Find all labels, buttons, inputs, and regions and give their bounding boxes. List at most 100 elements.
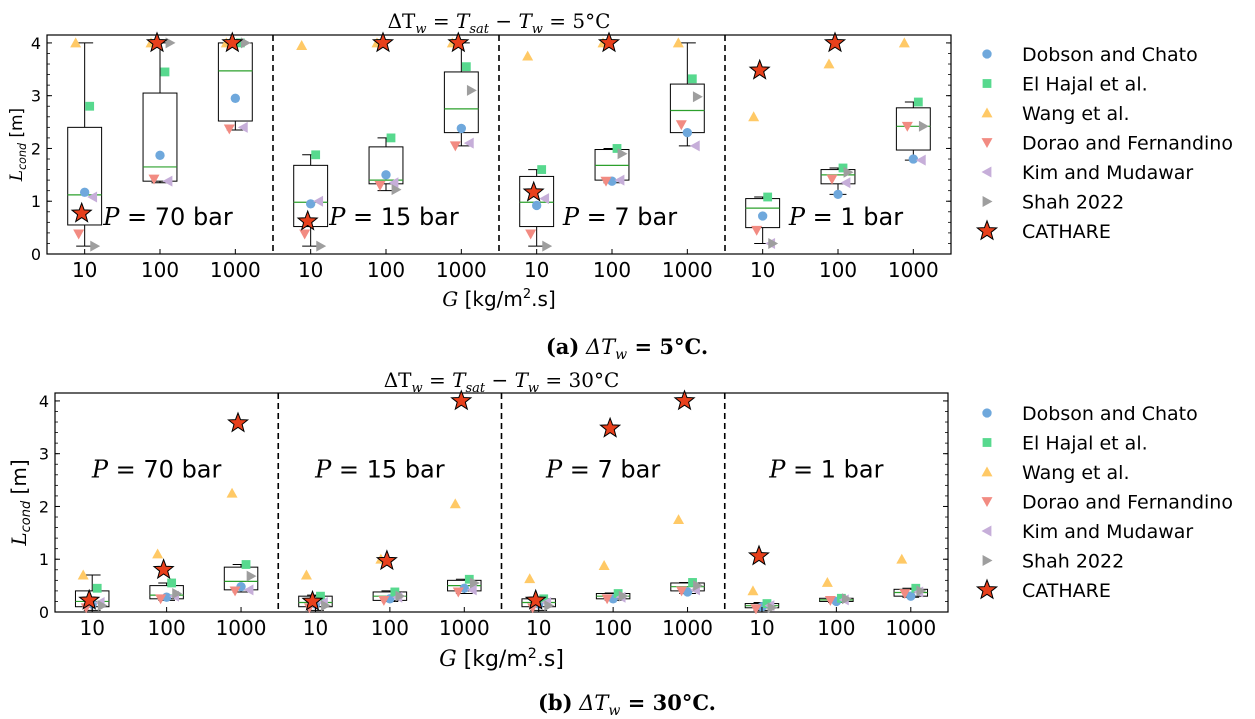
point-el-hajal-et-al- <box>235 38 245 48</box>
legend-label: El Hajal et al. <box>1022 433 1148 455</box>
pressure-value: = 70 bar <box>108 455 221 483</box>
legend: Dobson and Chato El Hajal et al. Wang et a… <box>975 403 1233 602</box>
x-tick-label: 1000 <box>216 616 267 640</box>
legend-label: Kim and Mudawar <box>1022 162 1193 184</box>
pressure-value: = 70 bar <box>119 203 232 231</box>
caption-sub: w <box>615 347 627 363</box>
caption-end: = 5°C. <box>627 334 708 359</box>
point-shah-2022 <box>768 237 779 249</box>
box-g100-p70 <box>149 548 184 605</box>
y-tick-label: 4 <box>39 392 49 411</box>
y-tick-label: 4 <box>31 34 41 53</box>
pressure-symbol: P <box>314 455 332 483</box>
y-axis-label: Lcond [m] <box>7 459 34 546</box>
box-g100-p70 <box>142 31 178 187</box>
pressure-value: = 7 bar <box>562 455 660 483</box>
point-kim-and-mudawar <box>614 174 625 186</box>
box-body <box>67 126 103 226</box>
y-tick-label: 1 <box>31 192 41 211</box>
caption-end: = 30°C. <box>620 690 716 715</box>
legend-marker-dorao-and-fernandino <box>981 497 993 507</box>
legend-label: Wang et al. <box>1022 103 1130 125</box>
point-wang-et-al- <box>748 111 760 122</box>
point-wang-et-al- <box>821 576 833 587</box>
x-tick-label: 10 <box>303 616 328 640</box>
point-el-hajal-et-al- <box>461 62 471 72</box>
point-shah-2022 <box>97 600 108 612</box>
title-part: − T <box>489 9 533 33</box>
point-dorao-and-fernandino <box>73 229 85 240</box>
x-tick-label: 10 <box>526 616 551 640</box>
x-tick-label: 1000 <box>436 258 487 282</box>
caption-main: ΔT <box>573 691 611 715</box>
legend-marker-el-hajal-et-al- <box>982 438 992 447</box>
legend-label: CATHARE <box>1022 221 1111 243</box>
y-tick-label: 0 <box>31 245 41 264</box>
y-tick-label: 2 <box>31 139 41 158</box>
point-dorao-and-fernandino <box>229 586 241 597</box>
caption-main: ΔT <box>579 335 617 359</box>
point-el-hajal-et-al- <box>85 101 95 111</box>
xlabel-end: .s] <box>537 647 564 672</box>
point-shah-2022 <box>246 570 257 582</box>
point-cathare <box>221 31 244 53</box>
figure-caption: (a) ΔTw = 5°C. <box>546 334 708 363</box>
box-g10-p70 <box>74 569 110 614</box>
point-shah-2022 <box>391 184 402 196</box>
point-dorao-and-fernandino <box>155 594 167 605</box>
pressure-label: P = 1 bar <box>768 455 883 483</box>
point-cathare <box>296 209 319 231</box>
legend-marker-shah-2022 <box>982 555 993 566</box>
point-wang-et-al- <box>898 37 910 48</box>
point-cathare <box>673 389 696 411</box>
x-tick-label: 100 <box>371 616 409 640</box>
point-dorao-and-fernandino <box>675 120 687 131</box>
point-el-hajal-et-al- <box>537 165 547 174</box>
point-kim-and-mudawar <box>388 177 399 189</box>
point-el-hajal-et-al- <box>612 144 622 153</box>
point-el-hajal-et-al- <box>688 578 697 587</box>
title-sub: sat <box>465 381 485 396</box>
pressure-symbol: P <box>91 455 109 483</box>
point-kim-and-mudawar <box>463 137 474 149</box>
legend-label: Dorao and Fernandino <box>1022 492 1233 514</box>
point-dorao-and-fernandino <box>299 229 311 240</box>
point-shah-2022 <box>466 84 477 96</box>
point-cathare <box>78 588 101 610</box>
point-kim-and-mudawar <box>689 140 700 152</box>
title-sub: w <box>412 381 423 396</box>
legend-marker-kim-and-mudawar <box>981 525 992 537</box>
x-tick-label: 1000 <box>210 258 261 282</box>
y-axis-label: Lcond [m] <box>7 108 29 182</box>
box-g100-p1 <box>819 576 854 607</box>
point-cathare <box>70 201 93 223</box>
xlabel-main: G <box>442 287 458 311</box>
point-dobson-and-chato <box>682 127 693 138</box>
point-shah-2022 <box>693 580 704 592</box>
point-cathare <box>145 31 169 53</box>
point-wang-et-al- <box>77 569 89 580</box>
point-el-hajal-et-al- <box>836 593 846 603</box>
point-kim-and-mudawar <box>237 121 248 133</box>
pressure-label: P = 70 bar <box>91 455 222 483</box>
pressure-value: = 1 bar <box>785 455 883 483</box>
ylabel-sub: cond <box>16 142 29 170</box>
point-el-hajal-et-al- <box>911 583 921 593</box>
title-sub: sat <box>469 22 489 37</box>
y-tick-label: 3 <box>39 445 49 464</box>
point-el-hajal-et-al- <box>311 150 321 160</box>
y-tick-label: 0 <box>39 603 49 622</box>
pressure-value: = 15 bar <box>331 455 444 483</box>
legend-label: CATHARE <box>1022 580 1111 602</box>
point-wang-et-al- <box>226 487 238 498</box>
box-g1000-p1 <box>895 37 931 166</box>
point-el-hajal-et-al- <box>687 74 697 84</box>
point-dorao-and-fernandino <box>601 594 613 605</box>
title-sub: w <box>528 381 539 396</box>
point-dorao-and-fernandino <box>901 121 913 132</box>
point-shah-2022 <box>316 240 327 252</box>
point-dorao-and-fernandino <box>824 595 836 606</box>
point-dorao-and-fernandino <box>378 595 390 606</box>
point-wang-et-al- <box>449 498 461 509</box>
